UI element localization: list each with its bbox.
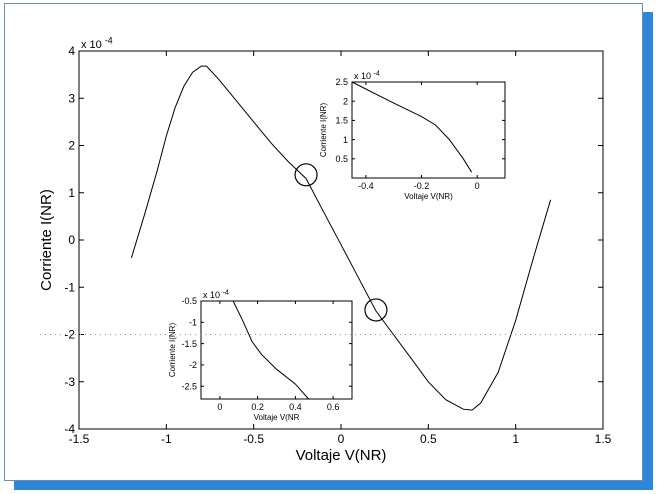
x-axis-label: Voltaje V(NR) (296, 447, 387, 464)
x-tick-label: -1 (161, 432, 172, 446)
y-tick-label: -0.5 (181, 296, 197, 306)
y-exponent-label: x 10 -4 (81, 36, 113, 51)
y-axis-label: Corriente I(NR) (168, 323, 177, 378)
y-tick-label: 0.5 (335, 154, 348, 164)
x-axis-label: Voltaje V(NR (254, 413, 300, 422)
y-exponent-label: x 10 -4 (203, 287, 229, 300)
y-axis-label: Corriente I(NR) (319, 103, 328, 158)
x-axis-label: Voltaje V(NR) (404, 192, 453, 201)
series-line-inset-lower (232, 300, 309, 400)
x-tick-label: -0.2 (414, 181, 430, 191)
plot-inset-lower: 0 0.2 0.4 0.6 -0.5 -1 -1.5 -2 -2.5 x 10 -4 Voltaje… (168, 287, 353, 422)
y-tick-label: 1.5 (335, 116, 348, 126)
y-tick-label: 4 (68, 44, 75, 58)
y-tick-label: 0 (68, 233, 75, 247)
x-tick-label: -1.5 (69, 432, 90, 446)
plot-inset-upper: -0.4 -0.2 0 0.5 1 1.5 2 2.5 x 10 -4 Voltaje V(NR)… (319, 68, 506, 201)
y-tick-label: -1 (64, 280, 75, 294)
y-tick-label: 2 (343, 96, 348, 106)
y-axis-label: Corriente I(NR) (38, 189, 55, 291)
y-tick-label: 2 (68, 139, 75, 153)
x-tick-label: 0.5 (420, 432, 437, 446)
x-tick-label: 0 (338, 432, 345, 446)
series-line-inset-upper (351, 81, 473, 173)
y-tick-label: -2 (189, 360, 197, 370)
y-tick-label: 1 (68, 186, 75, 200)
series-line-main (130, 65, 552, 411)
y-tick-label: -1 (189, 317, 197, 327)
x-tick-label: -0.4 (358, 181, 374, 191)
x-tick-label: 0.6 (327, 402, 340, 412)
highlight-circle (364, 298, 388, 322)
y-tick-label: 2.5 (335, 77, 348, 87)
y-tick-label: 1 (343, 135, 348, 145)
y-tick-label: -2.5 (181, 381, 197, 391)
x-tick-label: 0.2 (251, 402, 264, 412)
plot-main: -1.5 -1 -0.5 0 0.5 1 1.5 -4 -3 -2 -1 0 1 2 3 4 x 10 -4 Vo… (38, 36, 612, 464)
y-tick-label: 3 (68, 91, 75, 105)
highlight-circle (294, 163, 318, 187)
y-tick-label: -3 (64, 375, 75, 389)
x-tick-label: 1.5 (595, 432, 612, 446)
y-exponent-label: x 10 -4 (354, 68, 380, 81)
x-tick-label: 0.4 (289, 402, 302, 412)
axes-box (351, 81, 506, 179)
x-tick-label: -0.5 (243, 432, 264, 446)
x-tick-label: 1 (512, 432, 519, 446)
axes-box (200, 300, 353, 400)
y-tick-label: -2 (64, 328, 75, 342)
y-tick-label: -1.5 (181, 339, 197, 349)
x-tick-label: 0 (475, 181, 480, 191)
x-tick-label: 0 (217, 402, 222, 412)
y-tick-label: -4 (64, 422, 75, 436)
